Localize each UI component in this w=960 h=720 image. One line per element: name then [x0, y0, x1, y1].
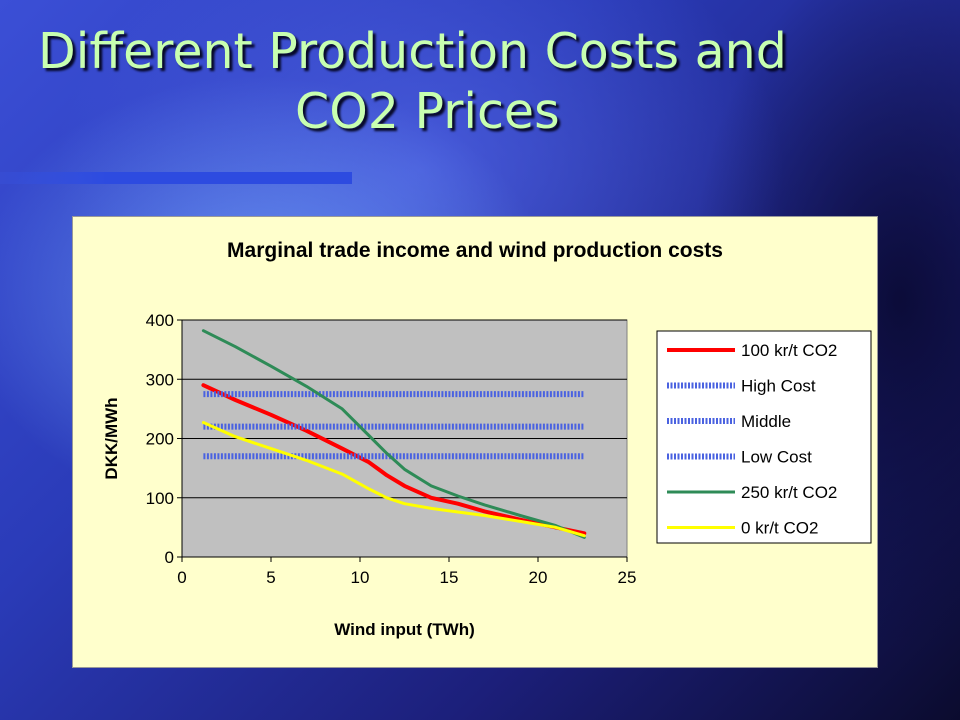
series-line-5 — [201, 329, 586, 539]
y-axis-label: DKK/MWh — [102, 397, 121, 479]
legend-label-1: 100 kr/t CO2 — [741, 341, 837, 360]
slide-title: Different Production Costs and CO2 Price… — [30, 22, 870, 142]
line-chart: Marginal trade income and wind productio… — [102, 239, 872, 639]
tick-label-y: 0 — [165, 548, 174, 567]
tick-label-x: 10 — [351, 568, 370, 587]
tick-label-y: 200 — [146, 430, 174, 449]
tick-label-x: 15 — [440, 568, 459, 587]
tick-label-y: 100 — [146, 489, 174, 508]
tick-label-x: 5 — [266, 568, 275, 587]
tick-label-y: 300 — [146, 370, 174, 389]
chart-title: Marginal trade income and wind productio… — [227, 239, 723, 262]
legend-box — [656, 330, 872, 544]
tick-label-x: 25 — [618, 568, 637, 587]
legend-label-6: 0 kr/t CO2 — [741, 519, 818, 538]
legend-label-2: High Cost — [741, 377, 816, 396]
series-line-6 — [201, 421, 586, 538]
legend-label-3: Middle — [741, 412, 791, 431]
x-axis-label: Wind input (TWh) — [334, 620, 475, 639]
legend-label-4: Low Cost — [741, 448, 812, 467]
tick-label-y: 400 — [146, 311, 174, 330]
series-line-1 — [201, 383, 587, 536]
chart-panel: Marginal trade income and wind productio… — [72, 216, 878, 668]
title-underline-bar — [0, 172, 352, 184]
slide-title-line-2: CO2 Prices — [295, 83, 560, 140]
legend-label-5: 250 kr/t CO2 — [741, 483, 837, 502]
tick-label-x: 0 — [177, 568, 186, 587]
tick-label-x: 20 — [529, 568, 548, 587]
slide-title-line-1: Different Production Costs and — [38, 23, 787, 80]
